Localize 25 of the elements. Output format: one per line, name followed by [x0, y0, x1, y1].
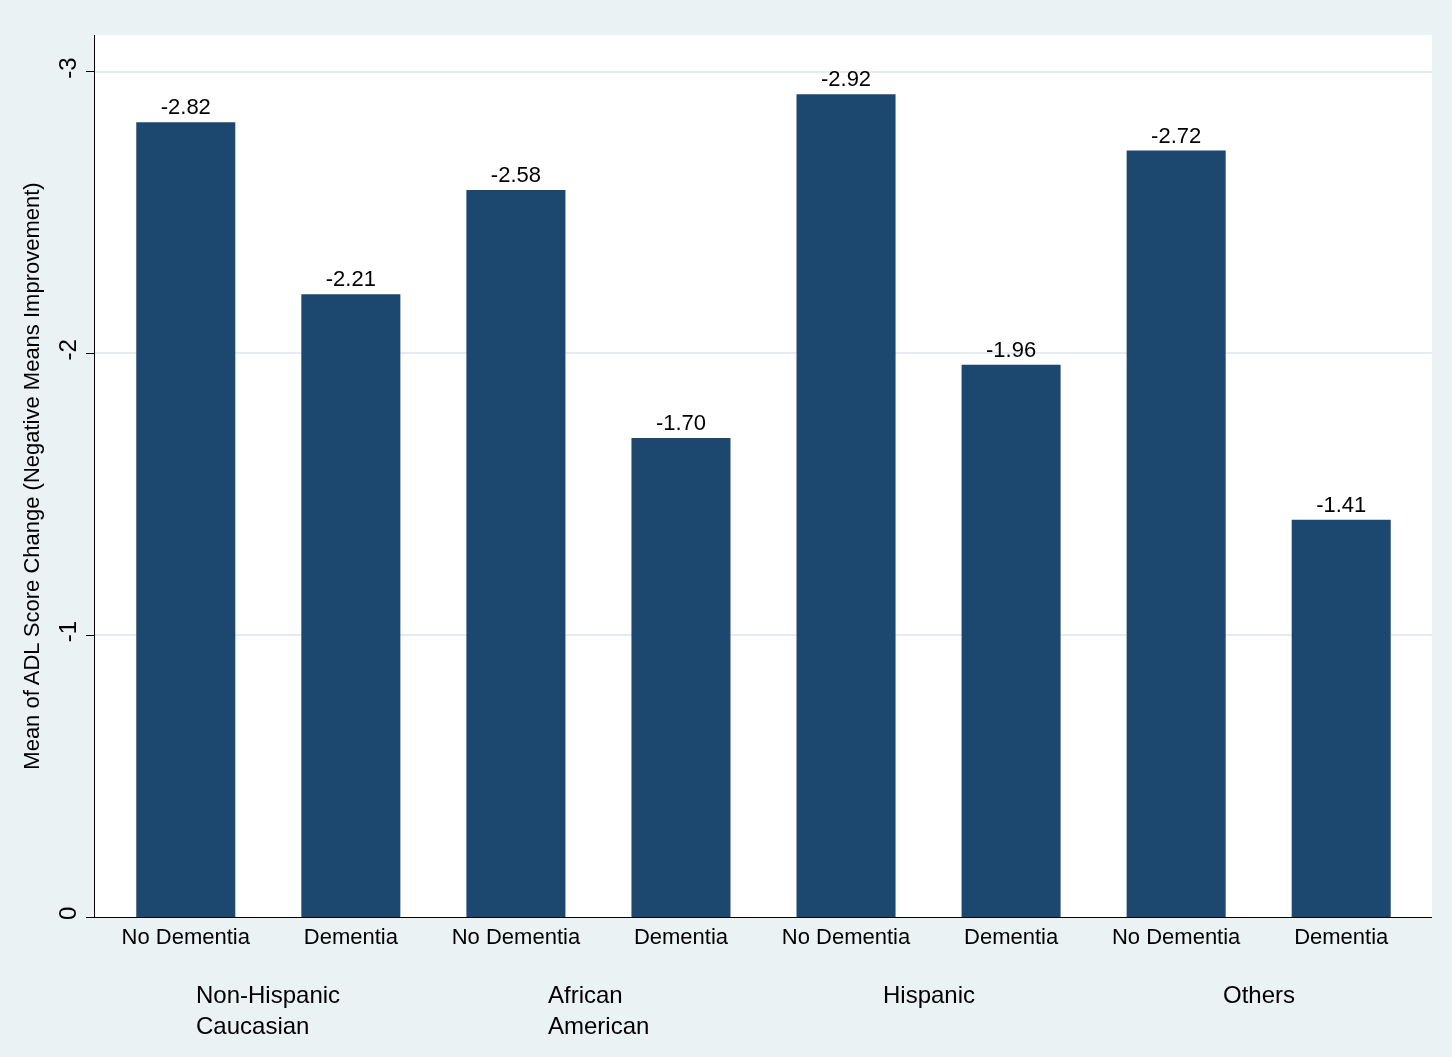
data-label: -2.58 — [490, 161, 541, 187]
y-axis-title: Mean of ADL Score Change (Negative Means Improvement) — [19, 182, 45, 770]
y-tick-label: -1 — [54, 620, 82, 643]
text: African American — [548, 981, 650, 1040]
x-tick-label: Dementia — [1294, 924, 1390, 950]
data-label: -1.96 — [986, 336, 1037, 362]
y-tick-label: -2 — [54, 339, 82, 361]
data-label: -1.41 — [1316, 491, 1367, 517]
data-label: -2.82 — [160, 94, 211, 120]
x-tick-label: Dementia — [964, 924, 1059, 950]
data-label: -2.92 — [820, 66, 872, 92]
x-tick-label: No Dementia — [1111, 924, 1242, 950]
x-tick-label: No Dementia — [451, 924, 581, 950]
x-tick-label: Dementia — [303, 924, 399, 950]
text: Others — [1223, 981, 1296, 1008]
text: Hispanic — [883, 981, 976, 1008]
x-tick-label: Dementia — [633, 924, 729, 950]
y-tick-label: -3 — [54, 57, 82, 79]
data-label: -1.70 — [655, 409, 707, 435]
text: Non-Hispanic Caucasian — [196, 981, 341, 1040]
x-tick-label: No Dementia — [121, 924, 251, 950]
data-label: -2.72 — [1151, 122, 1202, 148]
y-tick-label: 0 — [54, 906, 82, 921]
x-tick-label: No Dementia — [781, 924, 911, 950]
data-label: -2.21 — [325, 266, 376, 292]
